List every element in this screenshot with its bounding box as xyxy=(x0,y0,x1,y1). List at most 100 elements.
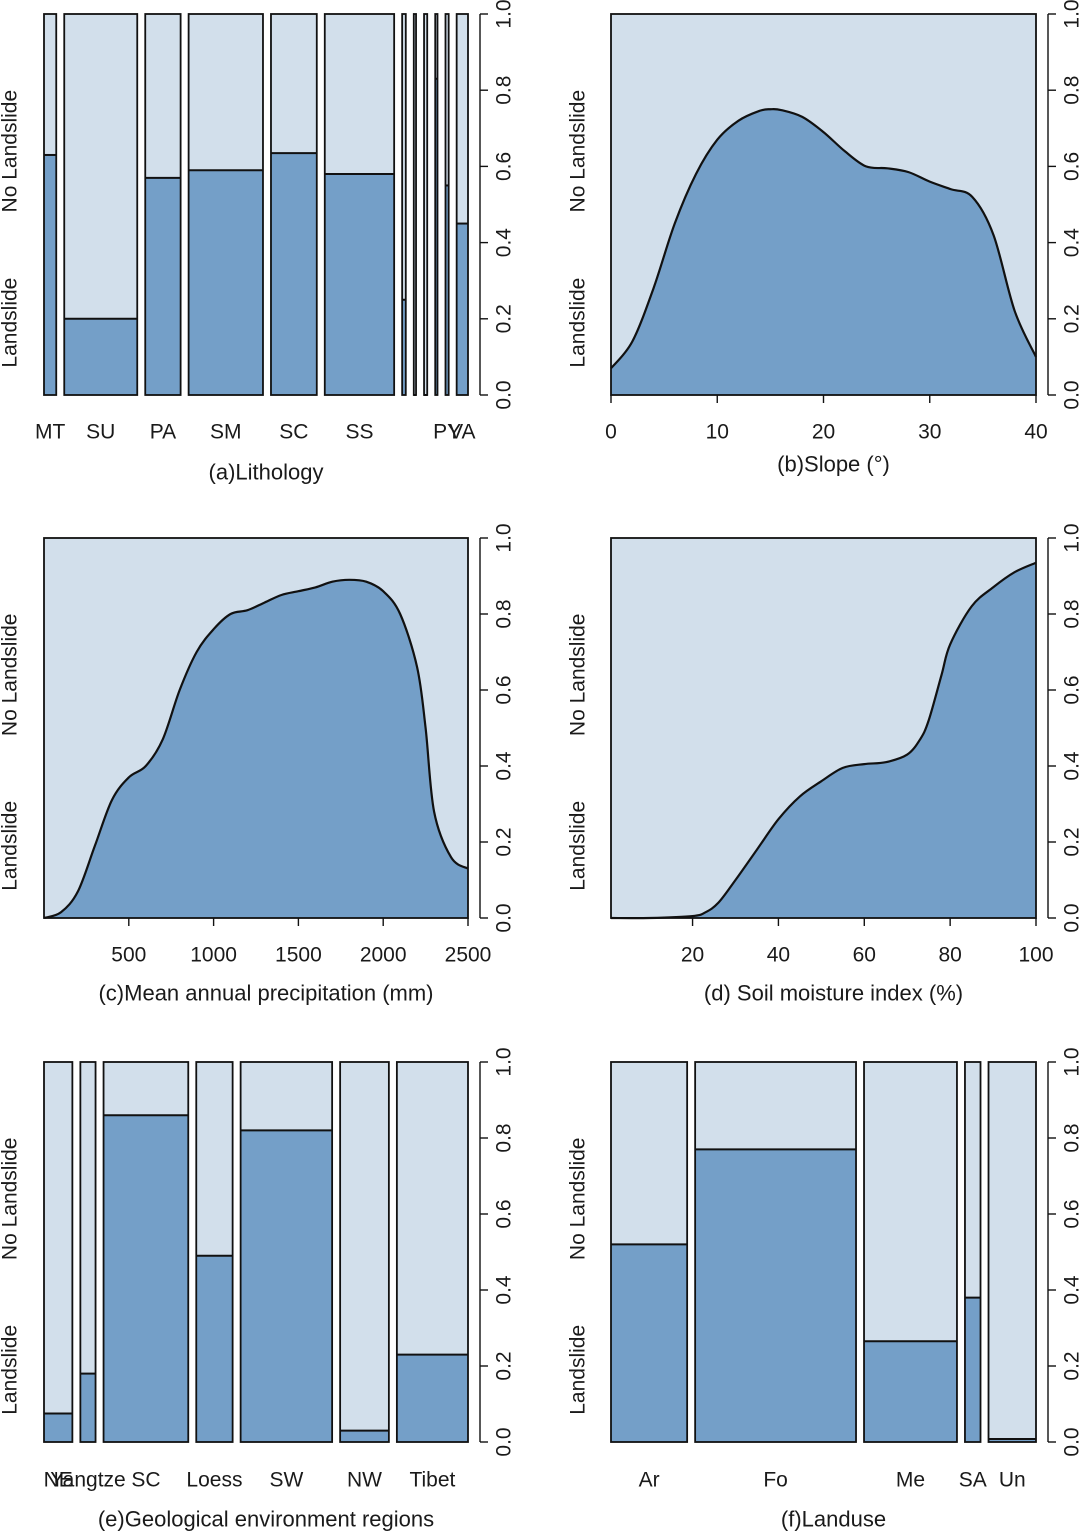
bar-landslide xyxy=(103,1115,189,1442)
bar-outline xyxy=(187,13,264,396)
bar-no-landslide xyxy=(413,14,417,395)
panel-caption: (a)Lithology xyxy=(209,460,324,485)
no-landslide-label: No Landslide xyxy=(567,90,590,213)
x-tick-label: 20 xyxy=(681,944,704,967)
x-category-label: PA xyxy=(150,421,176,444)
y-tick-label: 0.0 xyxy=(1061,903,1080,932)
bar-outline xyxy=(694,1061,857,1443)
bar-landslide xyxy=(80,1373,96,1442)
bar-landslide xyxy=(435,78,438,396)
bar-landslide xyxy=(340,1430,389,1442)
panel-d: 20 40 60 80 100 0.0 0.2 0.4 0.6 0.8 1.0 Landslide No… xyxy=(567,523,1080,1005)
bar-outline xyxy=(423,13,429,396)
density-curve xyxy=(610,561,1037,920)
bar-no-landslide xyxy=(340,1062,389,1442)
x-category-label: Tibet xyxy=(409,1469,455,1492)
x-tick-label: 40 xyxy=(1024,421,1047,444)
y-tick-label: 0.4 xyxy=(1061,751,1080,781)
density-curve xyxy=(610,107,1037,370)
x-tick-label: 0 xyxy=(605,421,617,444)
y-tick-label: 1.0 xyxy=(1061,0,1080,29)
bar-outline xyxy=(239,1061,334,1443)
y-tick-label: 0.4 xyxy=(1061,228,1080,258)
bar-outline xyxy=(195,1061,234,1443)
bar-outline xyxy=(102,1061,190,1443)
panel-caption: (c)Mean annual precipitation (mm) xyxy=(98,981,433,1006)
plot-frame xyxy=(43,537,469,919)
bar-outline xyxy=(401,13,407,396)
y-tick-label: 0.6 xyxy=(1061,152,1080,181)
x-tick-label: 2000 xyxy=(360,944,407,967)
bar-outline xyxy=(339,1061,390,1443)
no-landslide-label: No Landslide xyxy=(567,614,590,737)
bar-landslide xyxy=(196,1255,233,1442)
y-tick-label: 0.6 xyxy=(493,152,516,181)
bar-outline xyxy=(863,1061,958,1443)
panel-caption: (e)Geological environment regions xyxy=(98,1507,434,1532)
panel-caption: (b)Slope (°) xyxy=(777,452,890,477)
bar-no-landslide xyxy=(988,1062,1036,1442)
landslide-area xyxy=(44,579,468,918)
bar-outline xyxy=(610,1061,689,1443)
x-category-label: Yangtze xyxy=(50,1469,126,1492)
y-tick-label: 0.2 xyxy=(493,1351,516,1380)
bar-no-landslide xyxy=(44,1062,73,1442)
no-landslide-label: No Landslide xyxy=(0,90,22,213)
y-tick-label: 0.8 xyxy=(493,76,516,105)
x-tick-label: 40 xyxy=(767,944,790,967)
bar-landslide xyxy=(611,1244,688,1442)
plot-frame xyxy=(610,537,1037,919)
x-tick-label: 10 xyxy=(706,421,729,444)
x-category-label: PY xyxy=(433,421,461,444)
landslide-label: Landslide xyxy=(0,1325,22,1415)
bar-landslide xyxy=(445,185,449,395)
bar-landslide xyxy=(864,1341,957,1442)
y-tick-label: 1.0 xyxy=(493,1047,516,1076)
x-category-label: Un xyxy=(999,1469,1026,1492)
x-category-label: NW xyxy=(347,1469,382,1492)
x-tick-label: 2500 xyxy=(445,944,492,967)
density-curve xyxy=(43,578,469,920)
x-tick-label: 100 xyxy=(1018,944,1053,967)
x-tick-label: 1000 xyxy=(190,944,237,967)
y-tick-label: 0.8 xyxy=(1061,599,1080,628)
x-category-label: NE xyxy=(44,1469,73,1492)
y-tick-label: 0.0 xyxy=(493,903,516,932)
bar-outline xyxy=(323,13,396,396)
bar-landslide xyxy=(324,174,395,395)
y-tick-label: 1.0 xyxy=(1061,523,1080,552)
x-category-label: Loess xyxy=(186,1469,242,1492)
bar-landslide xyxy=(64,318,138,395)
y-tick-label: 1.0 xyxy=(493,523,516,552)
x-tick-label: 500 xyxy=(111,944,146,967)
x-tick-label: 20 xyxy=(812,421,835,444)
x-tick-label: 60 xyxy=(853,944,876,967)
y-tick-label: 0.8 xyxy=(493,599,516,628)
landslide-label: Landslide xyxy=(0,278,22,368)
x-tick-label: 80 xyxy=(938,944,961,967)
landslide-label: Landslide xyxy=(567,278,590,368)
y-tick-label: 1.0 xyxy=(493,0,516,29)
x-category-label: SC xyxy=(279,421,308,444)
panel-caption: (f)Landuse xyxy=(781,1507,886,1532)
y-tick-label: 0.8 xyxy=(493,1123,516,1152)
panel-b: 0 10 20 30 40 0.0 0.2 0.4 0.6 0.8 1.0 Landslide No L… xyxy=(567,0,1080,477)
bar-outline xyxy=(395,1061,469,1443)
bar-landslide xyxy=(695,1149,857,1442)
bar-landslide xyxy=(145,177,181,395)
x-category-label: SC xyxy=(131,1469,160,1492)
y-tick-label: 0.6 xyxy=(493,675,516,704)
bar-landslide xyxy=(402,299,406,395)
bar-outline xyxy=(43,1061,74,1443)
bar-no-landslide xyxy=(424,14,428,395)
landslide-label: Landslide xyxy=(567,801,590,891)
bar-outline xyxy=(144,13,182,396)
landslide-label: Landslide xyxy=(567,1325,590,1415)
x-category-label: VA xyxy=(449,421,475,444)
bar-outline xyxy=(79,1061,97,1443)
y-tick-label: 0.6 xyxy=(1061,1199,1080,1228)
bar-outline xyxy=(964,1061,982,1443)
bar-outline xyxy=(412,13,417,396)
bar-landslide xyxy=(240,1130,333,1442)
